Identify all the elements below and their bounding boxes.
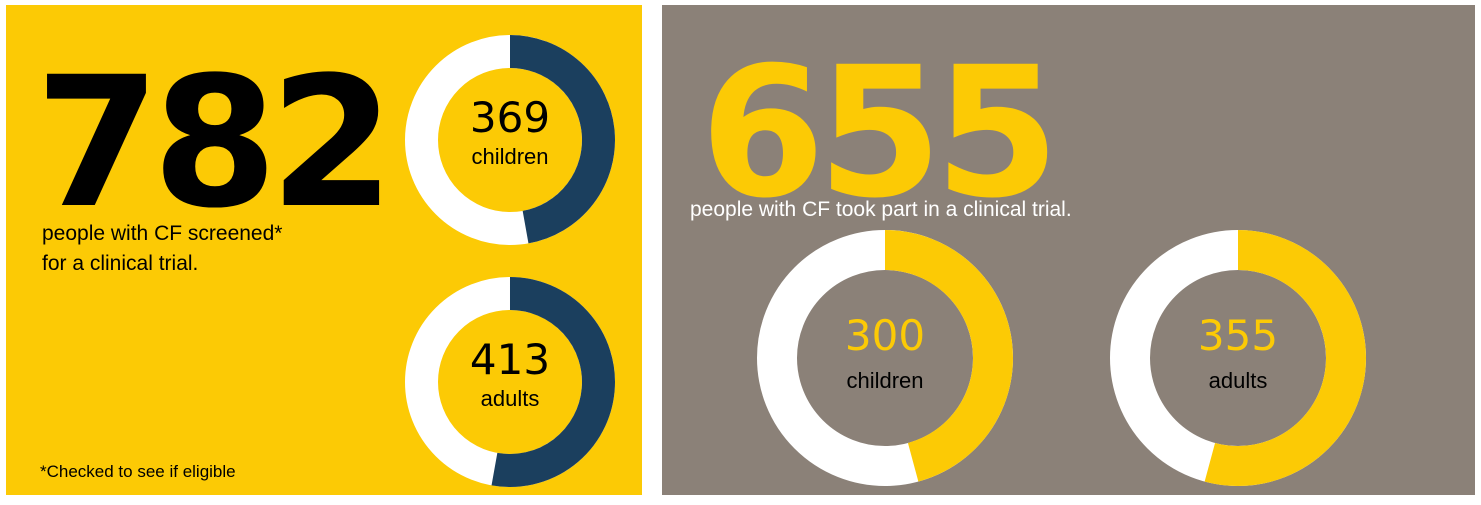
donut-value: 355 (1198, 311, 1278, 360)
footnote: *Checked to see if eligible (40, 462, 236, 481)
total-number: 782 (35, 39, 387, 248)
donut-value: 300 (845, 311, 925, 360)
donut-label: children (846, 368, 923, 393)
caption: for a clinical trial. (42, 252, 198, 275)
donut-arc (491, 277, 615, 487)
donut-value: 369 (470, 93, 550, 142)
donut-arc (1204, 230, 1366, 486)
donut-label: adults (1209, 368, 1268, 393)
donut-value: 413 (470, 335, 550, 384)
panel (6, 5, 642, 495)
donut-label: children (471, 144, 548, 169)
donut-label: adults (481, 386, 540, 411)
caption: people with CF took part in a clinical t… (690, 198, 1072, 221)
donut-arc (884, 230, 1013, 482)
donut-arc (509, 35, 615, 244)
caption: people with CF screened* (42, 222, 282, 245)
total-number: 655 (700, 29, 1052, 238)
